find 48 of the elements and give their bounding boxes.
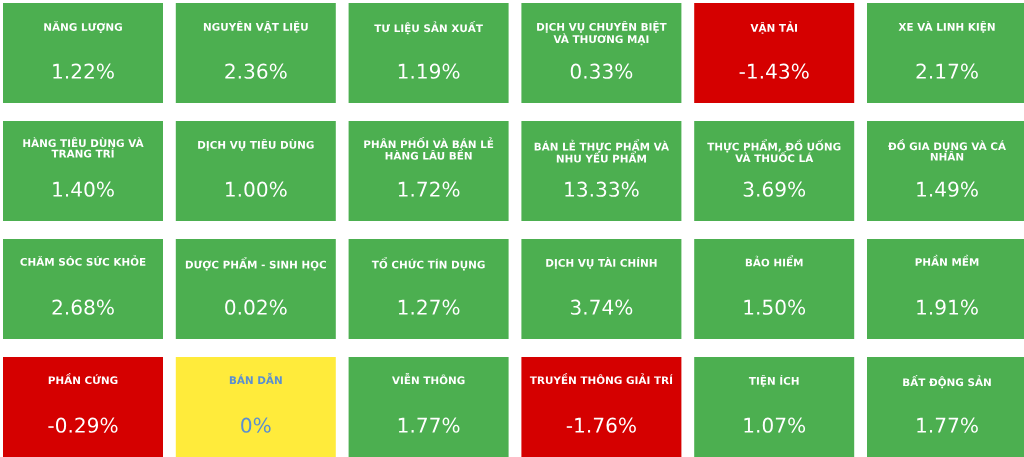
category-label: TỔ CHỨC TÍN DỤNG (371, 257, 485, 271)
data-label: 1.22% (53, 63, 114, 79)
category-label: PHẦN CỨNG (48, 372, 118, 385)
data-label: 1.77% (398, 417, 460, 433)
data-label: 1.19% (398, 63, 460, 79)
data-label: -0.29% (48, 417, 118, 433)
data-label: 3.69% (743, 181, 806, 197)
data-label: 1.49% (917, 181, 978, 197)
category-label: VIỄN THÔNG (391, 372, 465, 385)
data-label: 0% (241, 417, 271, 433)
data-label: -1.76% (566, 417, 636, 433)
category-label: TƯ LIỆU SẢN XUẤT (374, 21, 483, 35)
category-label: NĂNG LƯỢNG (44, 21, 122, 33)
data-label: 1.27% (398, 299, 460, 315)
data-label: 1.91% (917, 299, 978, 315)
data-label: 1.40% (53, 181, 114, 197)
category-label: DƯỢC PHẨM - SINH HỌC (185, 257, 326, 271)
category-label: NGUYÊN VẬT LIỆU (203, 21, 308, 33)
data-label: 2.68% (52, 299, 114, 315)
category-label: DỊCH VỤ CHUYÊN BIỆT VÀ THƯƠNG MẠI (537, 21, 667, 46)
data-label: 1.72% (398, 181, 460, 197)
data-label: 0.33% (570, 63, 633, 79)
category-label: PHẦN MỀM (915, 254, 979, 266)
data-label: 1.50% (744, 299, 806, 315)
category-label: TIỆN ÍCH (748, 375, 799, 387)
category-label: TRUYỀN THÔNG GIẢI TRÍ (529, 372, 673, 385)
category-label: THỰC PHẨM, ĐỒ UỐNG VÀ THUỐC LÁ (707, 139, 841, 163)
category-label: DỊCH VỤ TIÊU DÙNG (198, 139, 314, 151)
category-label: BẤT ĐỘNG SẢN (903, 375, 991, 389)
data-label: 0.02% (225, 299, 287, 315)
data-label: 1.77% (917, 417, 978, 433)
category-label: HÀNG TIÊU DÙNG VÀ TRANG TRÍ (23, 137, 144, 158)
data-label: 13.33% (565, 181, 639, 197)
data-label: 3.74% (570, 299, 633, 315)
category-label: PHÂN PHỐI VÀ BÁN LẺ HÀNG LÂU BỀN (364, 136, 494, 160)
category-label: DỊCH VỤ TÀI CHÍNH (546, 257, 657, 269)
data-label: 2.36% (225, 63, 287, 79)
data-label: 1.07% (744, 417, 806, 433)
category-label: CHĂM SÓC SỨC KHỎE (20, 254, 146, 266)
category-label: XE VÀ LINH KIỆN (898, 21, 995, 33)
category-label: VẬN TẢI (750, 21, 797, 34)
category-label: BÁN DẪN (229, 372, 282, 384)
category-label: BẢO HIỂM (745, 254, 803, 267)
data-label: 1.00% (226, 181, 287, 197)
category-label: ĐỒ GIA DỤNG VÀ CÁ NHÂN (888, 139, 1006, 161)
data-label: 2.17% (916, 63, 978, 79)
data-label: -1.43% (739, 63, 809, 79)
category-label: BÁN LẺ THỰC PHẨM VÀ NHU YẾU PHẨM (534, 139, 670, 163)
